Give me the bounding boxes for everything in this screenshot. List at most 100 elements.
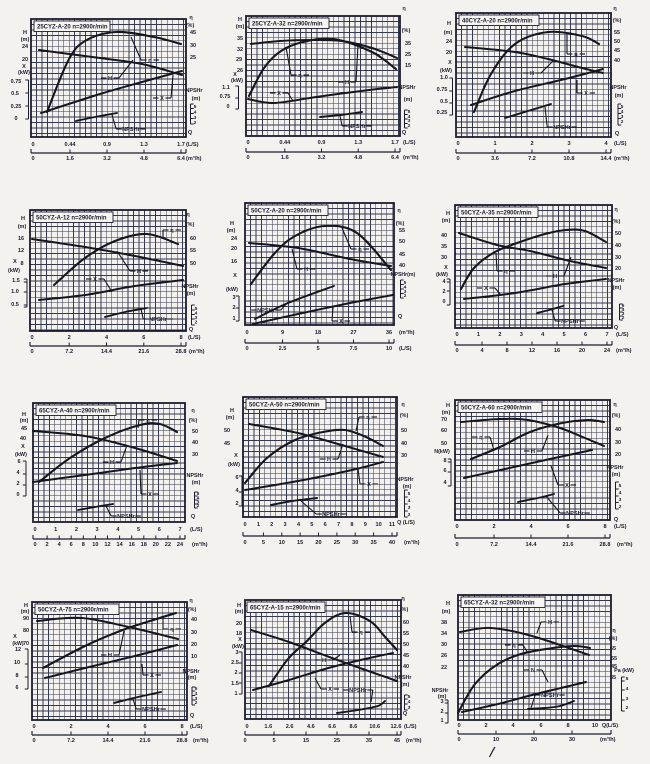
svg-text:36: 36 <box>386 330 392 336</box>
svg-text:0: 0 <box>245 724 248 730</box>
svg-text:4: 4 <box>16 470 20 476</box>
svg-text:1.7: 1.7 <box>177 142 185 148</box>
svg-text:η: η <box>402 6 406 12</box>
svg-text:9: 9 <box>281 330 284 336</box>
svg-text:(kW): (kW) <box>18 70 30 76</box>
svg-text:η: η <box>359 630 363 636</box>
svg-text:20: 20 <box>579 348 585 354</box>
svg-text:0: 0 <box>33 527 36 533</box>
svg-text:NPSHr: NPSHr <box>566 511 585 517</box>
svg-text:(%): (%) <box>396 221 405 227</box>
svg-text:η: η <box>613 402 617 408</box>
svg-text:2: 2 <box>197 503 200 509</box>
svg-text:(%): (%) <box>612 219 621 225</box>
svg-text:2: 2 <box>234 670 237 676</box>
svg-text:NPSHr: NPSHr <box>117 514 136 520</box>
svg-text:8: 8 <box>350 522 353 528</box>
svg-text:40: 40 <box>20 436 26 442</box>
svg-text:4: 4 <box>58 542 62 548</box>
svg-text:5: 5 <box>404 280 407 286</box>
svg-text:20: 20 <box>153 542 159 548</box>
svg-text:(m³/h): (m³/h) <box>399 329 415 336</box>
svg-text:2: 2 <box>484 723 487 729</box>
svg-text:Q: Q <box>403 711 408 717</box>
svg-text:14.4: 14.4 <box>103 738 115 744</box>
svg-text:5: 5 <box>316 346 319 352</box>
svg-text:N(kW): N(kW) <box>434 449 450 455</box>
svg-text:70: 70 <box>441 417 447 423</box>
svg-text:4.8: 4.8 <box>140 156 148 162</box>
svg-text:35: 35 <box>441 244 447 250</box>
svg-text:η: η <box>512 643 516 649</box>
svg-text:34: 34 <box>441 631 448 637</box>
svg-text:12: 12 <box>529 348 535 354</box>
svg-text:(m): (m) <box>438 694 447 700</box>
svg-text:10: 10 <box>279 540 285 546</box>
svg-text:1.0: 1.0 <box>440 75 448 81</box>
svg-text:2.6: 2.6 <box>286 724 294 730</box>
svg-text:NPSHr: NPSHr <box>181 284 199 290</box>
svg-text:NPSHr: NPSHr <box>186 473 204 479</box>
svg-text:(m): (m) <box>612 472 621 478</box>
svg-text:14.4: 14.4 <box>101 349 113 355</box>
svg-text:0: 0 <box>16 492 19 498</box>
svg-text:1: 1 <box>234 691 237 697</box>
svg-text:50CYZ-A-20 n=2900r/min: 50CYZ-A-20 n=2900r/min <box>251 209 322 215</box>
svg-text:η: η <box>170 627 174 633</box>
svg-text:1: 1 <box>257 522 260 528</box>
svg-text:4: 4 <box>626 686 629 692</box>
svg-text:X: X <box>565 483 569 489</box>
svg-text:0: 0 <box>456 141 459 147</box>
svg-text:40: 40 <box>401 441 407 447</box>
svg-text:25CYZ-A-20 n=2900r/min: 25CYZ-A-20 n=2900r/min <box>37 25 108 31</box>
svg-text:2: 2 <box>195 320 198 326</box>
svg-text:15: 15 <box>405 63 411 69</box>
svg-text:7.5: 7.5 <box>350 346 358 352</box>
svg-text:0: 0 <box>31 142 34 148</box>
svg-text:50CYZ-A-12 n=2900r/min: 50CYZ-A-12 n=2900r/min <box>36 216 107 222</box>
svg-text:NPSHr: NPSHr <box>432 688 448 694</box>
svg-text:4: 4 <box>408 699 411 705</box>
svg-text:50: 50 <box>614 39 620 45</box>
svg-text:65CYZ-A-40 n=2900r/min: 65CYZ-A-40 n=2900r/min <box>39 409 110 415</box>
svg-text:(%): (%) <box>613 18 622 24</box>
svg-text:8.6: 8.6 <box>350 724 358 730</box>
svg-text:2: 2 <box>621 119 624 125</box>
svg-text:4: 4 <box>116 527 120 533</box>
svg-text:10: 10 <box>14 660 20 666</box>
svg-text:(m³/h): (m³/h) <box>189 348 205 355</box>
svg-text:3: 3 <box>404 289 407 295</box>
svg-text:6: 6 <box>143 724 146 730</box>
svg-text:1.0: 1.0 <box>11 289 19 295</box>
svg-text:4: 4 <box>105 335 109 341</box>
svg-text:16: 16 <box>129 542 135 548</box>
svg-text:4: 4 <box>297 522 301 528</box>
svg-text:60: 60 <box>441 428 447 434</box>
svg-text:(%): (%) <box>186 222 195 228</box>
svg-text:H: H <box>446 403 450 409</box>
svg-text:80: 80 <box>23 628 29 634</box>
svg-text:4: 4 <box>235 488 239 494</box>
svg-text:1.7: 1.7 <box>391 140 399 146</box>
svg-text:1.6: 1.6 <box>281 155 289 161</box>
svg-text:H: H <box>238 17 242 23</box>
svg-text:2: 2 <box>16 481 19 487</box>
svg-text:H: H <box>230 221 234 227</box>
svg-text:35: 35 <box>237 36 243 42</box>
svg-text:H: H <box>24 603 28 609</box>
svg-text:NPSHr: NPSHr <box>394 675 412 681</box>
svg-text:24: 24 <box>177 542 184 548</box>
svg-text:H: H <box>108 76 112 82</box>
svg-text:5: 5 <box>626 676 629 682</box>
svg-text:(L/S): (L/S) <box>190 527 203 533</box>
svg-text:45: 45 <box>399 252 405 258</box>
svg-text:55: 55 <box>190 248 196 254</box>
svg-text:0: 0 <box>243 540 246 546</box>
svg-text:NPSHr: NPSHr <box>149 317 168 323</box>
svg-text:50: 50 <box>224 428 230 434</box>
svg-text:(m): (m) <box>227 228 236 234</box>
svg-text:NPSHr: NPSHr <box>609 85 627 91</box>
svg-text:2: 2 <box>492 524 495 530</box>
svg-text:2: 2 <box>75 527 78 533</box>
svg-text:1.1: 1.1 <box>222 85 230 91</box>
